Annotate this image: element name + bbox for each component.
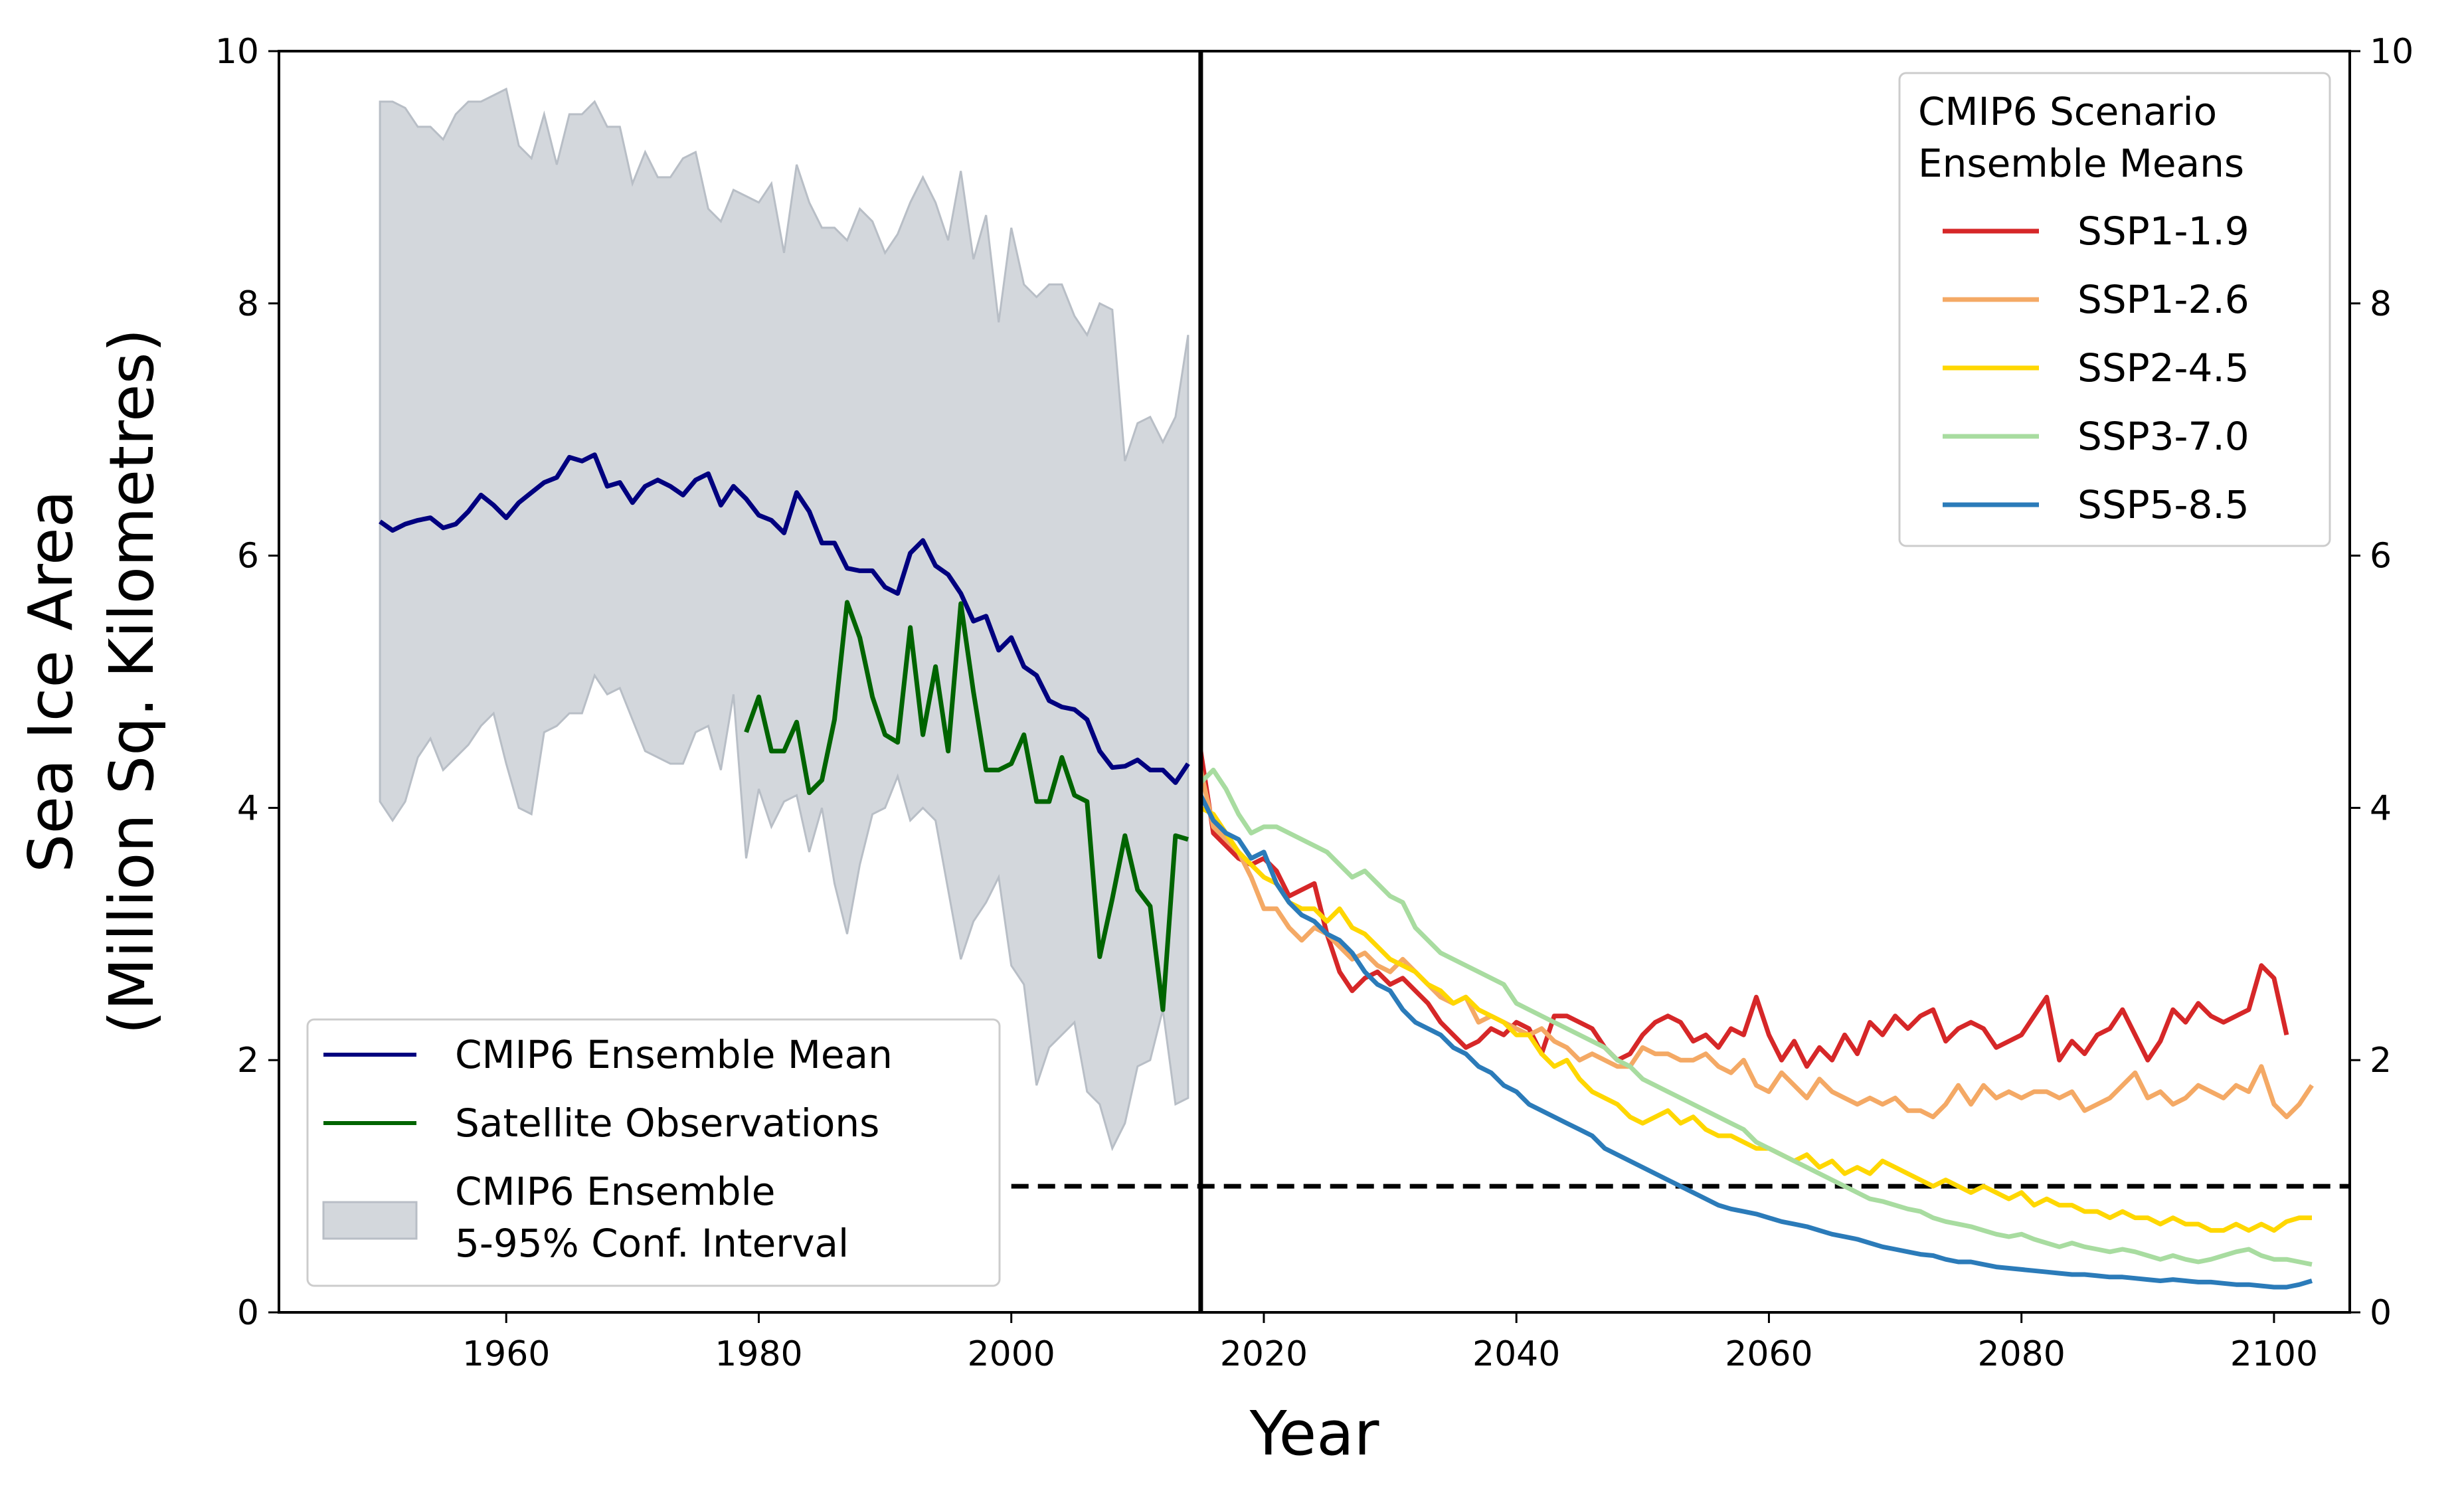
x-axis-title: Year — [1249, 1398, 1379, 1469]
x-tick-label: 2000 — [968, 1334, 1055, 1374]
plot-area — [379, 51, 2350, 1312]
y-tick-label: 0 — [237, 1293, 259, 1333]
y-tick-label: 6 — [237, 537, 259, 576]
legend-scenarios-box — [1898, 72, 2331, 547]
x-tick-label: 2040 — [1472, 1334, 1560, 1374]
y-tick-label: 8 — [237, 284, 259, 324]
right-y-tick-label: 2 — [2370, 1041, 2392, 1081]
legend-historical: CMIP6 Ensemble Mean Satellite Observatio… — [306, 1018, 1001, 1287]
y-tick-label: 10 — [215, 32, 259, 72]
series-line-cmip6-ensemble-mean — [379, 452, 1190, 785]
y-axis-title-line1: Sea Ice Area — [15, 490, 86, 873]
axis-ticks: 1960 1980 2000 2020 2040 2060 2080 2100 0 2 4 6 8 10 0… — [215, 32, 2414, 1374]
legend-scenarios: CMIP6 Scenario Ensemble Means SSP1-1.9 S… — [1898, 72, 2331, 547]
x-tick-label: 2080 — [1978, 1334, 2066, 1374]
confidence-interval-band — [379, 87, 1189, 1152]
right-y-tick-label: 8 — [2370, 284, 2392, 324]
x-tick-label: 2060 — [1725, 1334, 1812, 1374]
series-line-satellite-observations — [744, 600, 1189, 1012]
y-axis-title-line2: (Million Sq. Kilometres) — [96, 329, 167, 1035]
axes-frame — [278, 50, 2351, 1314]
legend-label-ci-line1: CMIP6 Ensemble — [455, 1169, 775, 1214]
legend-label-ssp245: SSP2-4.5 — [2077, 345, 2249, 391]
legend-swatch-confidence-interval — [322, 1201, 418, 1240]
y-axis-title: Sea Ice Area (Million Sq. Kilometres) — [15, 329, 167, 1035]
series-line-ssp1-2-6 — [1198, 769, 2314, 1120]
series-line-ssp1-1-9 — [1198, 750, 2289, 1069]
x-tick-label: 2020 — [1220, 1334, 1308, 1374]
right-y-tick-label: 4 — [2370, 788, 2392, 828]
legend-label-ssp585: SSP5-8.5 — [2077, 482, 2249, 527]
series-line-ssp3-7-0 — [1199, 767, 2313, 1267]
x-tick-label: 1980 — [715, 1334, 802, 1374]
legend-scenarios-title-line2: Ensemble Means — [1918, 141, 2244, 186]
legend-label-ssp370: SSP3-7.0 — [2077, 414, 2249, 459]
legend-label-ci-line2: 5-95% Conf. Interval — [455, 1221, 849, 1266]
x-tick-label: 1960 — [462, 1334, 550, 1374]
y-tick-label: 4 — [237, 788, 259, 828]
right-y-tick-label: 10 — [2370, 32, 2414, 72]
series-line-ssp2-4-5 — [1199, 806, 2312, 1233]
right-y-tick-label: 0 — [2370, 1293, 2392, 1333]
legend-historical-box — [306, 1018, 1001, 1287]
legend-label-ssp119: SSP1-1.9 — [2077, 209, 2249, 254]
legend-label-ssp126: SSP1-2.6 — [2077, 277, 2249, 322]
series-line-ssp5-8-5 — [1198, 794, 2313, 1290]
x-tick-label: 2100 — [2230, 1334, 2318, 1374]
legend-scenarios-title-line1: CMIP6 Scenario — [1918, 89, 2217, 134]
right-y-tick-label: 6 — [2370, 537, 2392, 576]
y-tick-label: 2 — [237, 1041, 259, 1081]
legend-label-ensemble-mean: CMIP6 Ensemble Mean — [455, 1032, 893, 1077]
legend-label-satellite: Satellite Observations — [455, 1101, 879, 1146]
